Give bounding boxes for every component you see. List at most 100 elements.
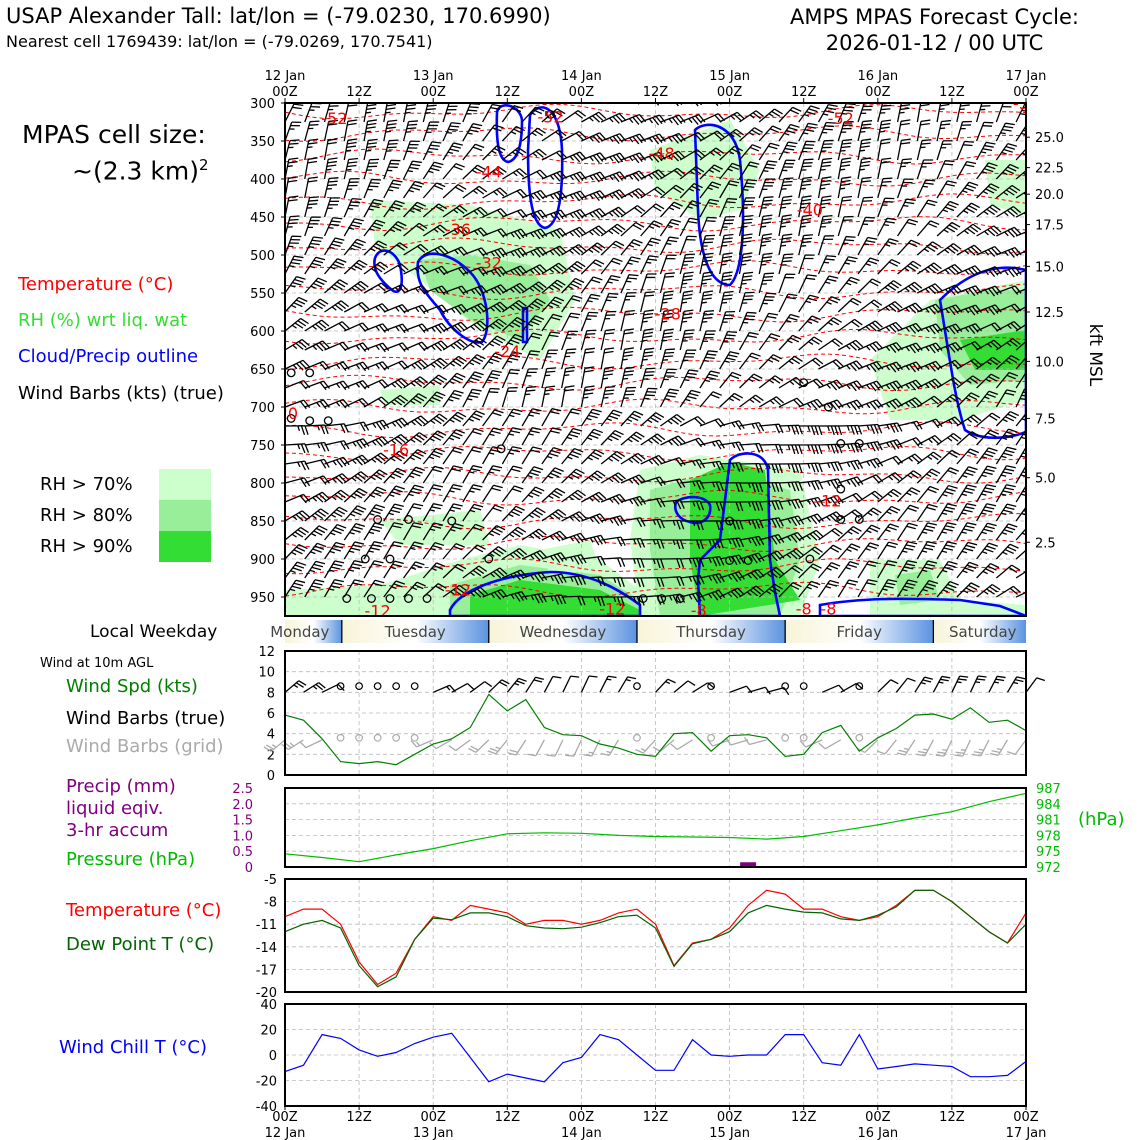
barb-flag: [603, 392, 614, 396]
wind-barb: [679, 329, 695, 351]
barb-flag: [572, 280, 582, 286]
barb-half-flag: [469, 490, 475, 493]
barb-flag: [920, 119, 931, 122]
barb-flag: [552, 533, 561, 542]
barb-flag: [894, 301, 903, 309]
barb-flag: [656, 519, 662, 529]
wind-barb: [897, 487, 921, 503]
barb-flag: [536, 507, 546, 514]
wind-barb: [600, 223, 626, 237]
wind-barb: [738, 271, 754, 294]
barb-flag: [446, 88, 455, 93]
barb-flag: [511, 411, 521, 416]
barb-flag: [324, 442, 330, 452]
wind-barb: [561, 151, 587, 163]
barb-flag: [451, 434, 461, 440]
barb-flag: [632, 498, 640, 507]
barb-flag: [513, 286, 521, 294]
wind-barb: [323, 138, 338, 161]
barb-flag: [568, 330, 579, 333]
wind-barb: [462, 354, 486, 370]
barb-flag: [472, 146, 483, 151]
wind-barb: [936, 432, 962, 446]
wind-barb: [442, 163, 465, 180]
wind-barb: [778, 233, 793, 256]
wind-barb: [285, 296, 308, 313]
barb-flag: [625, 390, 636, 392]
barb-flag: [427, 104, 437, 107]
barb-flag: [309, 123, 319, 126]
barb-flag: [474, 143, 485, 149]
barb-half-flag: [623, 397, 629, 399]
precip-label: Precip (mm): [66, 776, 176, 797]
wind-barb: [422, 374, 448, 389]
barb-flag: [679, 558, 685, 568]
barb-half-flag: [606, 299, 612, 302]
barb-flag: [933, 262, 942, 270]
barb-flag: [457, 563, 467, 570]
barb-flag: [338, 322, 347, 331]
wind-barb: [818, 527, 843, 541]
barb-half-flag: [308, 246, 315, 249]
barb-half-flag: [431, 327, 436, 332]
wind-barb: [561, 330, 579, 351]
barb-flag: [418, 305, 426, 315]
barb-half-flag: [375, 363, 380, 369]
barb-flag: [433, 484, 443, 488]
barb-flag: [398, 450, 408, 457]
wind-barb: [679, 149, 705, 161]
barb-flag: [687, 235, 697, 238]
barb-flag: [632, 116, 640, 125]
barb-flag: [538, 281, 547, 289]
barb-flag: [822, 157, 833, 161]
barb-flag: [334, 260, 345, 266]
barb-flag: [488, 391, 499, 394]
wind-barb: [916, 503, 938, 522]
barb-flag: [419, 376, 429, 384]
barb-flag: [762, 256, 773, 259]
wind-barb: [818, 317, 842, 332]
barb-half-flag: [602, 377, 609, 380]
wind-barb: [521, 486, 545, 503]
barb-flag: [477, 164, 487, 171]
barb-flag: [615, 114, 624, 123]
wind-barb: [936, 140, 953, 161]
barb-flag: [572, 514, 581, 523]
barb-flag: [429, 121, 440, 123]
barb-half-flag: [329, 246, 335, 250]
wind-barb: [936, 541, 957, 560]
wind-barb: [541, 331, 561, 351]
barb-flag: [822, 214, 833, 218]
barb-flag: [387, 119, 398, 123]
barb-flag: [773, 92, 780, 101]
barb-half-flag: [297, 425, 301, 432]
barb-half-flag: [668, 206, 675, 211]
wind-barb: [600, 429, 624, 446]
barb-flag: [386, 126, 396, 130]
legend-rh70-swatch: [159, 469, 211, 500]
wind-barb: [877, 488, 902, 503]
barb-flag: [388, 80, 397, 85]
barb-flag: [703, 241, 713, 244]
barb-flag: [432, 435, 442, 441]
wind-barb: [660, 150, 686, 162]
barb-half-flag: [588, 230, 594, 236]
wind-barb: [442, 355, 467, 370]
barb-flag: [434, 343, 442, 352]
barb-flag: [575, 277, 585, 284]
barb-half-flag: [509, 553, 515, 559]
wind-barb: [403, 432, 428, 446]
barb-half-flag: [409, 456, 415, 461]
barb-flag: [334, 526, 345, 532]
barb-flag: [615, 208, 623, 216]
barb-half-flag: [375, 345, 380, 351]
barb-half-flag: [405, 131, 412, 133]
wind-barb: [798, 274, 817, 294]
wind-barb: [580, 311, 599, 332]
barb-flag: [397, 221, 407, 227]
barb-flag: [289, 142, 299, 145]
wind-barb: [442, 543, 465, 560]
wind-barb: [481, 387, 500, 408]
barb-half-flag: [330, 514, 337, 518]
wind-barb: [462, 103, 470, 104]
